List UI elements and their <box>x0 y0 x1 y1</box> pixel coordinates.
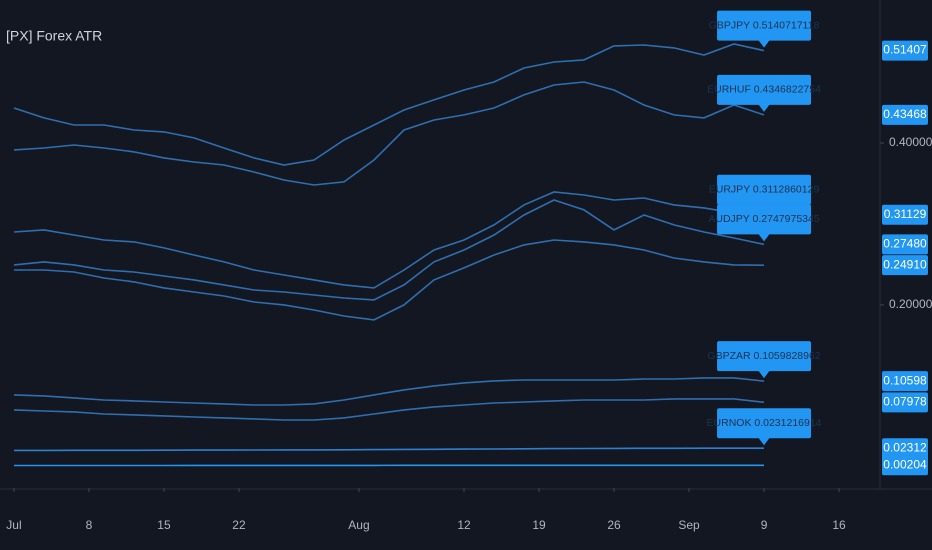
price-label-box <box>882 371 928 392</box>
x-tick-label: 22 <box>232 518 246 532</box>
series-tag: EURHUF 0.4346822754 <box>707 84 821 96</box>
series-tag-box <box>717 408 812 439</box>
x-tick-label: 15 <box>157 518 171 532</box>
price-label-box <box>882 104 928 125</box>
price-label: 0.51407 <box>883 43 927 57</box>
price-label: 0.43468 <box>883 107 927 121</box>
price-label-box <box>882 392 928 413</box>
series-tag-pointer <box>758 103 771 112</box>
series-tag-box <box>717 341 812 372</box>
series-tag-box <box>717 74 812 105</box>
price-label: 0.10598 <box>883 373 927 387</box>
chart-title: [PX] Forex ATR <box>6 28 102 44</box>
x-tick-label: Jul <box>6 518 21 532</box>
x-tick-label: Sep <box>678 518 700 532</box>
series-tag-pointer <box>758 437 771 446</box>
series-tag-box <box>717 204 812 235</box>
y-tick-label: 0.40000 <box>889 135 932 149</box>
series-line <box>13 43 765 166</box>
series-line <box>14 447 764 452</box>
x-tick-label: 16 <box>832 518 846 532</box>
price-label-box <box>882 40 928 61</box>
series-tag: GBPZAR 0.1059828962 <box>707 350 820 362</box>
x-tick-label: 8 <box>86 518 93 532</box>
price-label: 0.27480 <box>883 237 927 251</box>
price-label: 0.07978 <box>883 394 927 408</box>
series-tag: AUDJPY 0.2747975345 <box>708 213 819 225</box>
x-tick-label: 9 <box>761 518 768 532</box>
series-tag-pointer <box>758 370 771 379</box>
price-label-box <box>882 438 928 459</box>
price-label-box <box>882 455 928 476</box>
price-label: 0.00204 <box>883 457 927 471</box>
series-tag: EURNOK 0.0231216914 <box>707 417 822 429</box>
price-label: 0.02312 <box>883 440 927 454</box>
series-tag-box <box>717 10 812 41</box>
x-tick-label: 26 <box>607 518 621 532</box>
series-line <box>13 81 765 186</box>
price-label: 0.24910 <box>883 257 927 271</box>
series-tag-pointer <box>758 39 771 48</box>
x-tick-label: 19 <box>532 518 546 532</box>
series-tag-box <box>717 174 812 205</box>
series-tag: EURJPY 0.3112860129 <box>709 184 820 196</box>
series-line <box>13 191 765 289</box>
series-line <box>13 377 765 406</box>
series-line <box>14 239 765 321</box>
series-tag: GBPJPY 0.5140717118 <box>709 19 820 31</box>
price-label-box <box>882 234 928 255</box>
price-label: 0.31129 <box>884 207 927 221</box>
price-label-box <box>882 204 928 225</box>
price-label-box <box>882 255 928 276</box>
x-tick-label: 12 <box>457 518 471 532</box>
x-tick-label: Aug <box>348 518 369 532</box>
series-line <box>13 199 765 301</box>
series-line <box>13 398 765 421</box>
y-tick-label: 0.20000 <box>889 297 932 311</box>
series-tag-pointer <box>758 233 771 242</box>
